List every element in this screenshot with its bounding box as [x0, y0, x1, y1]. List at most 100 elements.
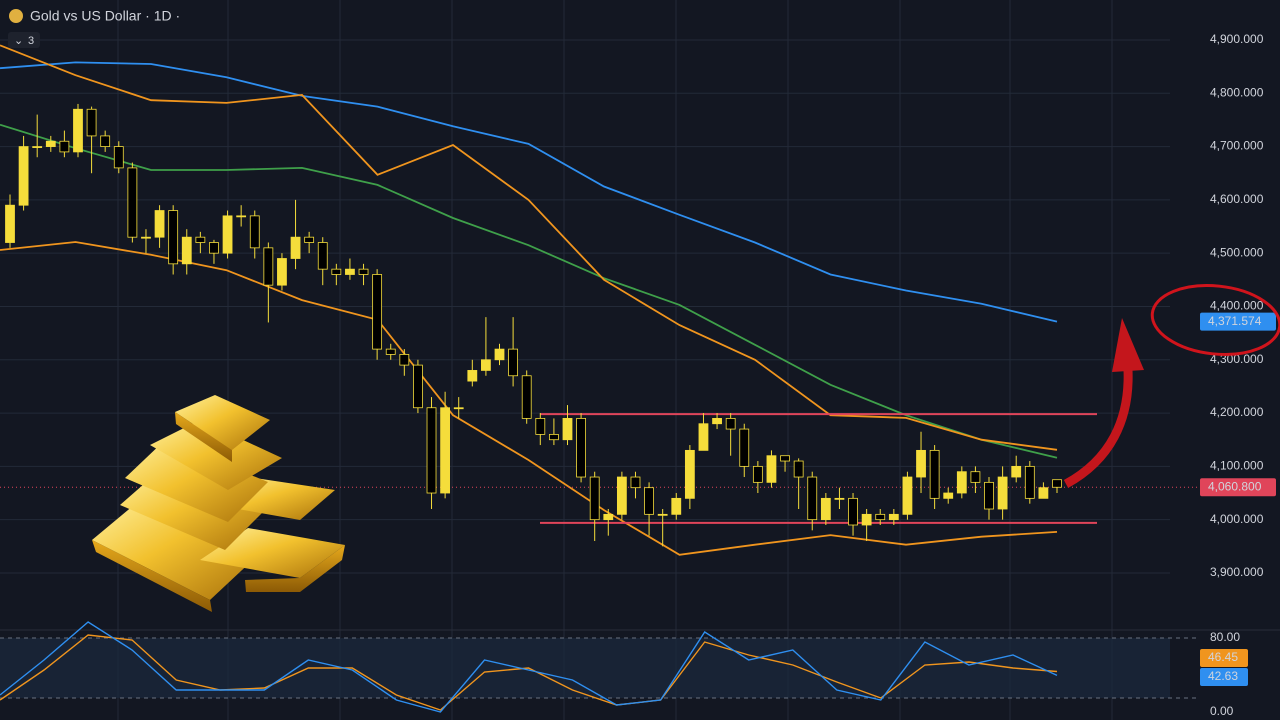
candle-body — [712, 418, 722, 425]
candle-body — [18, 146, 29, 206]
trend-arrow-head — [1112, 318, 1144, 372]
candle-body — [671, 497, 682, 515]
candle-body — [440, 407, 451, 494]
oscillator-line — [0, 621, 1058, 713]
candle-body — [426, 407, 437, 494]
candle-body — [875, 513, 886, 521]
candle-body — [331, 268, 342, 275]
candle-body — [535, 418, 546, 435]
candle-body — [317, 242, 328, 270]
chevron: ⌄ — [14, 35, 23, 47]
candle-body — [345, 268, 355, 275]
oscillator-badge-label: 42.63 — [1208, 669, 1238, 683]
candle-body — [521, 375, 532, 419]
candle-body — [888, 513, 899, 521]
candle-body — [739, 428, 750, 467]
indicator-count: 3 — [28, 35, 34, 47]
candle-body — [86, 108, 97, 137]
candle-body — [1024, 465, 1035, 499]
candle-body — [236, 215, 247, 218]
candle-body — [494, 348, 505, 361]
y-tick-label: 4,000.000 — [1210, 512, 1264, 526]
candle-body — [32, 146, 43, 148]
oscillator-badge — [1200, 668, 1248, 686]
indicator-toggle[interactable] — [8, 32, 40, 48]
candle-body — [576, 418, 586, 478]
candle-body — [562, 418, 573, 441]
candle-body — [372, 274, 383, 350]
candle-body — [154, 210, 165, 238]
candle-body — [848, 497, 858, 526]
candle-body — [263, 247, 274, 286]
candle-body — [508, 348, 519, 377]
indicator-line — [0, 61, 1058, 323]
price-badge-label: 4,371.574 — [1208, 314, 1262, 328]
candle-body — [209, 242, 219, 254]
candle-body — [861, 513, 872, 526]
y-tick-label: 80.00 — [1210, 630, 1240, 644]
candle-body — [970, 471, 981, 483]
candle-body — [956, 471, 967, 494]
candle-body — [725, 418, 736, 430]
y-tick-label: 3,900.000 — [1210, 565, 1264, 579]
candle-body — [698, 423, 709, 451]
indicator-line — [0, 123, 1058, 459]
y-tick-label: 4,100.000 — [1210, 459, 1264, 473]
oscillator-band — [0, 638, 1170, 698]
candle-body — [766, 455, 777, 483]
y-tick-label: 4,600.000 — [1210, 192, 1264, 206]
candle-body — [113, 146, 124, 169]
price-badge — [1200, 312, 1276, 331]
y-tick-label: 4,400.000 — [1210, 299, 1264, 313]
candle-body — [5, 204, 15, 243]
candle-body — [834, 497, 845, 500]
last-price-label: 4,060.800 — [1208, 479, 1262, 493]
candle-body — [793, 460, 804, 478]
candle-body — [100, 135, 111, 147]
indicator-line — [0, 44, 1058, 451]
y-tick-label: 4,500.000 — [1210, 245, 1264, 259]
candle-body — [780, 455, 790, 462]
candle-body — [290, 236, 301, 259]
symbol-title: Gold vs US Dollar · 1D · — [30, 8, 180, 24]
candle-body — [141, 236, 151, 239]
candle-body — [644, 487, 654, 515]
candle-body — [1011, 465, 1022, 478]
oscillator-badge — [1200, 649, 1248, 667]
candle-body — [453, 407, 464, 410]
candle-body — [304, 236, 315, 243]
oscillator-line — [0, 634, 1058, 711]
candle-body — [684, 449, 695, 499]
candle-body — [929, 449, 940, 499]
candle-body — [59, 140, 70, 153]
candle-body — [616, 476, 627, 515]
candle-body — [222, 215, 233, 254]
candle-body — [481, 359, 491, 371]
candle-body — [820, 497, 831, 521]
candle-body — [943, 492, 954, 499]
candle-body — [984, 481, 994, 510]
candle-body — [358, 268, 369, 275]
candle-body — [73, 108, 83, 153]
candle-body — [603, 513, 614, 521]
candle-body — [997, 476, 1008, 510]
candle-body — [916, 449, 926, 478]
candle-body — [249, 215, 260, 249]
y-tick-label: 4,200.000 — [1210, 405, 1264, 419]
candle-body — [548, 433, 559, 441]
oscillator-badge-label: 46.45 — [1208, 650, 1238, 664]
candle-body — [168, 210, 179, 265]
candle-body — [385, 348, 396, 355]
candle-body — [589, 476, 600, 521]
candle-body — [752, 465, 763, 483]
y-tick-label: 0.00 — [1210, 704, 1234, 718]
y-tick-label: 4,900.000 — [1210, 32, 1264, 46]
candle-body — [181, 236, 192, 265]
candle-body — [657, 513, 668, 516]
symbol-icon — [9, 9, 23, 23]
candle-body — [630, 476, 641, 489]
candle-body — [277, 258, 287, 286]
candle-body — [45, 140, 56, 147]
trend-arrow — [1063, 369, 1133, 488]
